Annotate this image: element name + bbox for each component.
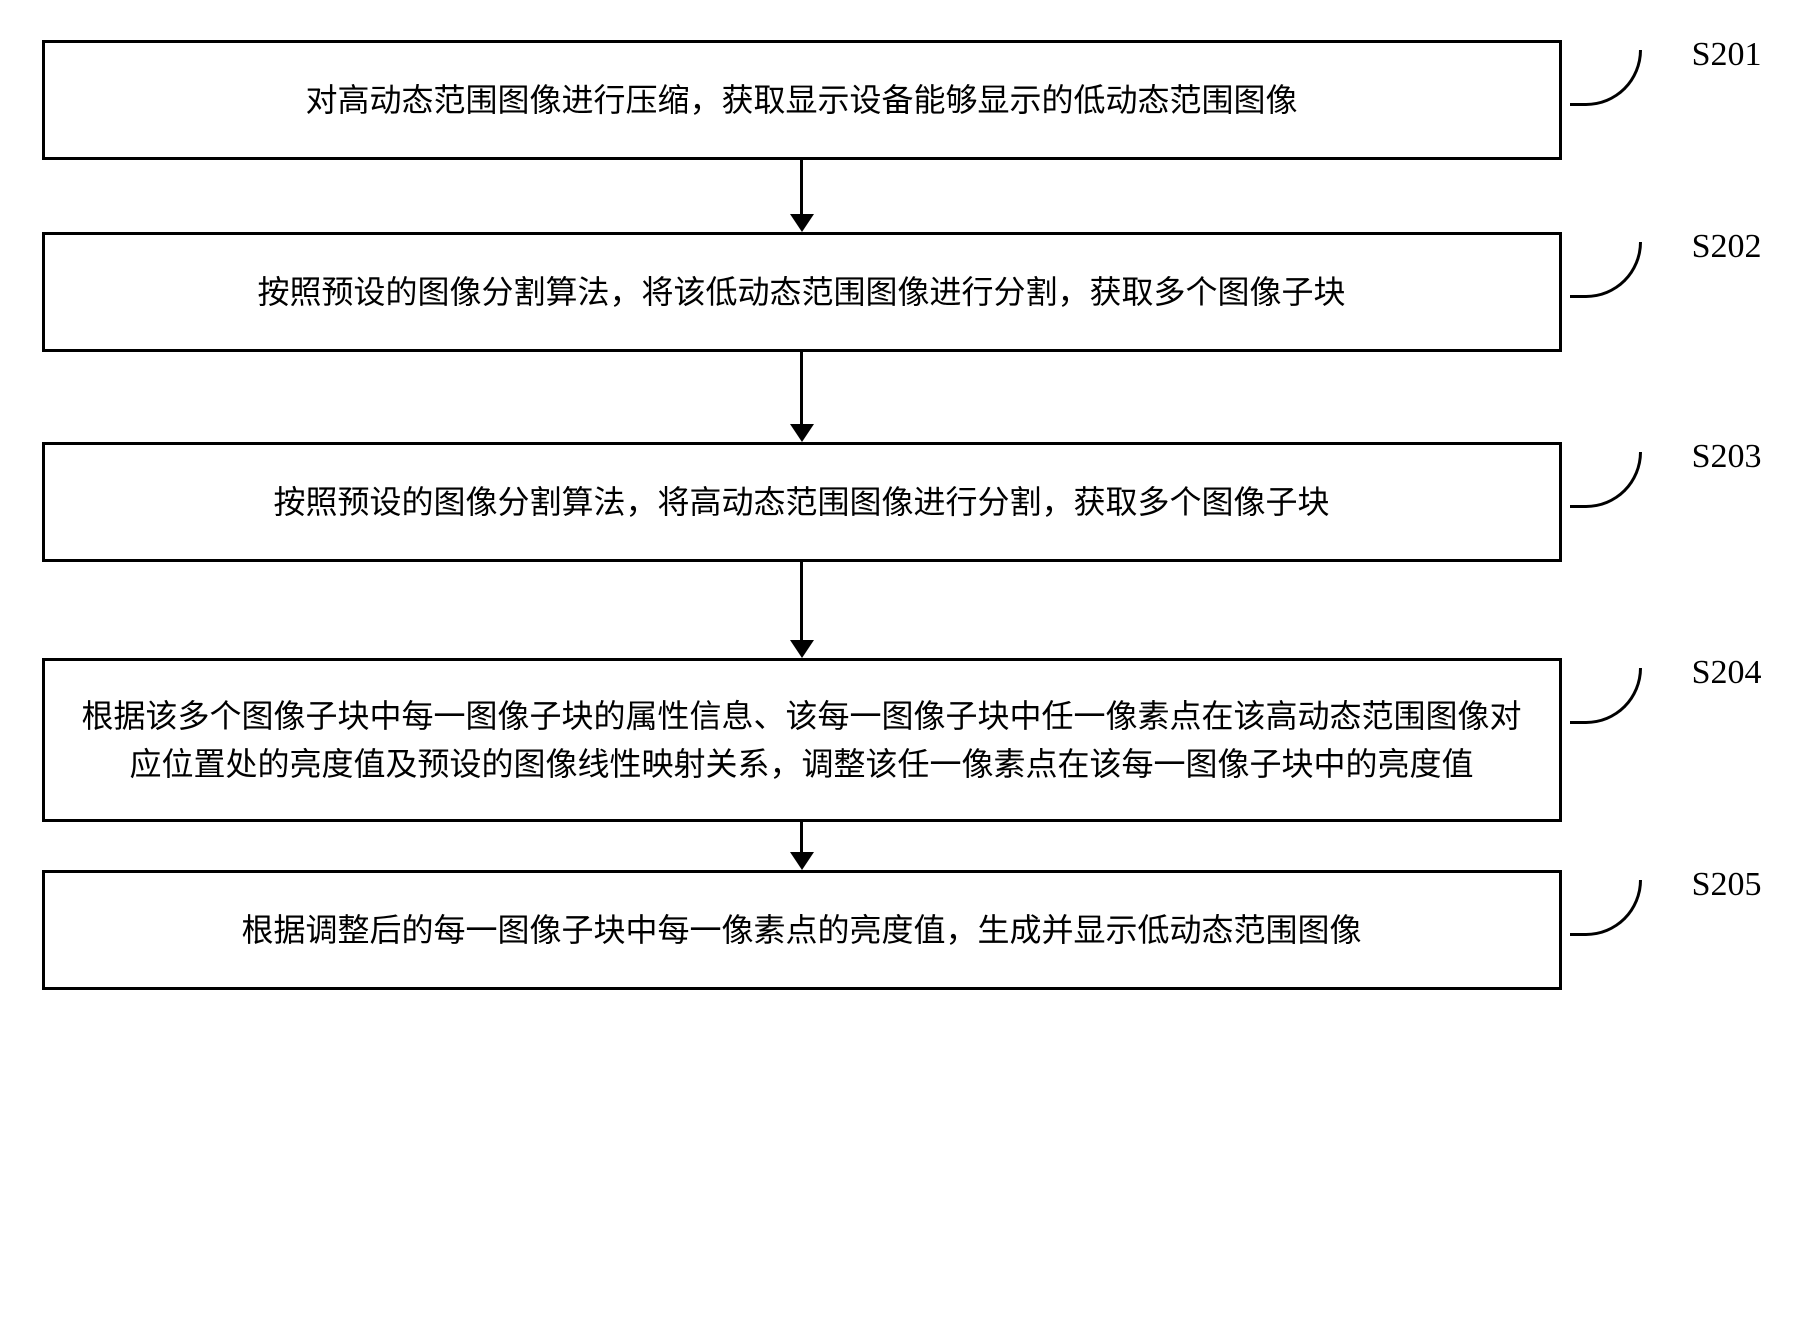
label-connector	[1570, 242, 1642, 298]
flow-step-box: 按照预设的图像分割算法，将该低动态范围图像进行分割，获取多个图像子块	[42, 232, 1562, 352]
flow-arrow	[42, 562, 1562, 658]
flow-step-text: 按照预设的图像分割算法，将该低动态范围图像进行分割，获取多个图像子块	[257, 268, 1345, 316]
label-connector	[1570, 50, 1642, 106]
flow-step-label: S201	[1692, 36, 1762, 74]
flow-step-box: 对高动态范围图像进行压缩，获取显示设备能够显示的低动态范围图像	[42, 40, 1562, 160]
arrow-head-icon	[790, 852, 814, 870]
flow-step-row: 对高动态范围图像进行压缩，获取显示设备能够显示的低动态范围图像 S201	[42, 40, 1762, 160]
flow-step-label: S205	[1692, 866, 1762, 904]
arrow-line	[800, 562, 803, 640]
flow-step-label: S202	[1692, 228, 1762, 266]
label-connector	[1570, 880, 1642, 936]
flow-step-label: S203	[1692, 438, 1762, 476]
label-connector	[1570, 668, 1642, 724]
flow-arrow	[42, 352, 1562, 442]
flow-step-label: S204	[1692, 654, 1762, 692]
arrow-line	[800, 352, 803, 424]
flow-step-text: 根据调整后的每一图像子块中每一像素点的亮度值，生成并显示低动态范围图像	[241, 906, 1361, 954]
arrow-line	[800, 160, 803, 214]
flow-step-row: 按照预设的图像分割算法，将该低动态范围图像进行分割，获取多个图像子块 S202	[42, 232, 1762, 352]
arrow-line	[800, 822, 803, 852]
arrow-head-icon	[790, 424, 814, 442]
flow-arrow	[42, 822, 1562, 870]
arrow-head-icon	[790, 214, 814, 232]
flow-step-text: 对高动态范围图像进行压缩，获取显示设备能够显示的低动态范围图像	[305, 76, 1297, 124]
flow-step-text: 根据该多个图像子块中每一图像子块的属性信息、该每一图像子块中任一像素点在该高动态…	[73, 692, 1531, 788]
flowchart-container: 对高动态范围图像进行压缩，获取显示设备能够显示的低动态范围图像 S201 按照预…	[42, 40, 1762, 990]
flow-step-box: 根据该多个图像子块中每一图像子块的属性信息、该每一图像子块中任一像素点在该高动态…	[42, 658, 1562, 822]
flow-step-box: 根据调整后的每一图像子块中每一像素点的亮度值，生成并显示低动态范围图像	[42, 870, 1562, 990]
flow-step-row: 根据该多个图像子块中每一图像子块的属性信息、该每一图像子块中任一像素点在该高动态…	[42, 658, 1762, 822]
label-connector	[1570, 452, 1642, 508]
flow-step-box: 按照预设的图像分割算法，将高动态范围图像进行分割，获取多个图像子块	[42, 442, 1562, 562]
arrow-head-icon	[790, 640, 814, 658]
flow-step-row: 按照预设的图像分割算法，将高动态范围图像进行分割，获取多个图像子块 S203	[42, 442, 1762, 562]
flow-step-text: 按照预设的图像分割算法，将高动态范围图像进行分割，获取多个图像子块	[273, 478, 1329, 526]
flow-arrow	[42, 160, 1562, 232]
flow-step-row: 根据调整后的每一图像子块中每一像素点的亮度值，生成并显示低动态范围图像 S205	[42, 870, 1762, 990]
